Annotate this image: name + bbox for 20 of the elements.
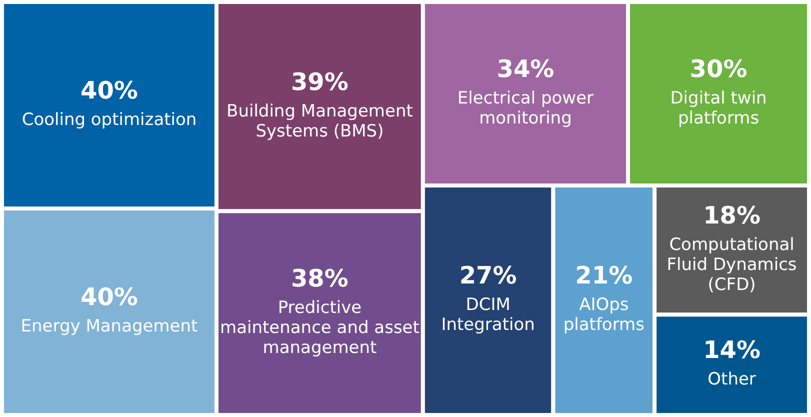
- data-label: 40%: [80, 76, 138, 104]
- data-label: 38%: [290, 264, 348, 292]
- category-label: Computational Fluid Dynamics (CFD): [666, 235, 797, 295]
- category-label: DCIM Integration: [441, 295, 535, 336]
- category-label: Energy Management: [20, 316, 198, 337]
- category-label: Other: [708, 370, 756, 390]
- category-label: Building Management Systems (BMS): [226, 102, 414, 142]
- category-label: Digital twin platforms: [670, 88, 767, 129]
- data-label: 39%: [290, 68, 348, 96]
- data-label: 40%: [80, 282, 138, 311]
- data-label: 21%: [575, 262, 633, 290]
- data-label: 27%: [459, 262, 517, 290]
- category-label: Predictive maintenance and asset management: [220, 298, 420, 358]
- category-label: Electrical power monitoring: [457, 88, 594, 129]
- data-label: 30%: [690, 55, 748, 84]
- data-label: 18%: [703, 201, 761, 230]
- data-label: 14%: [703, 336, 761, 364]
- category-label: AIOps platforms: [563, 295, 645, 336]
- data-label: 34%: [496, 55, 554, 84]
- category-label: Cooling optimization: [22, 110, 197, 130]
